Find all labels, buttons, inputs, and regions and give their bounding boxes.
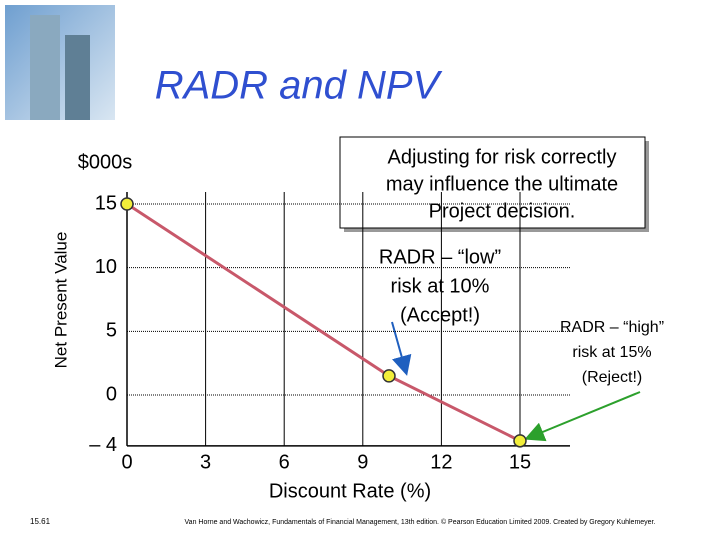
annotation: Adjusting for risk correctly — [388, 146, 617, 168]
citation: Van Horne and Wachowicz, Fundamentals of… — [185, 518, 656, 526]
x-tick-label: 0 — [121, 451, 132, 473]
x-axis-label: Discount Rate (%) — [269, 480, 431, 502]
building — [65, 35, 90, 120]
annotation: risk at 10% — [391, 275, 490, 297]
y-tick-label: – 4 — [89, 434, 117, 456]
annotation: risk at 15% — [572, 344, 651, 361]
annotation-box — [339, 136, 646, 229]
arrow — [391, 321, 412, 376]
title: RADR and NPV — [155, 64, 443, 108]
point — [513, 434, 527, 448]
annotation: (Accept!) — [400, 304, 480, 326]
annotation: may influence the ultimate — [386, 173, 618, 195]
y-tick-label: 15 — [95, 192, 117, 214]
annotation: Project decision. — [429, 200, 576, 222]
x-tick-label: 15 — [509, 451, 531, 473]
y-tick-label: 5 — [106, 320, 117, 342]
point — [120, 197, 134, 211]
annotation: RADR – “high” — [560, 319, 664, 336]
annotation: RADR – “low” — [379, 246, 501, 268]
point — [382, 369, 396, 383]
y-tick-label: 10 — [95, 256, 117, 278]
unit-label: $000s — [78, 151, 133, 173]
x-tick-label: 6 — [279, 451, 290, 473]
x-tick-label: 9 — [357, 451, 368, 473]
y-tick-label: 0 — [106, 383, 117, 405]
annotation: (Reject!) — [582, 369, 642, 386]
x-tick-label: 3 — [200, 451, 211, 473]
arrow — [524, 391, 641, 442]
y-axis-label: Net Present Value — [51, 232, 70, 369]
building — [30, 15, 60, 120]
x-tick-label: 12 — [430, 451, 452, 473]
slide-number: 15.61 — [30, 517, 51, 526]
